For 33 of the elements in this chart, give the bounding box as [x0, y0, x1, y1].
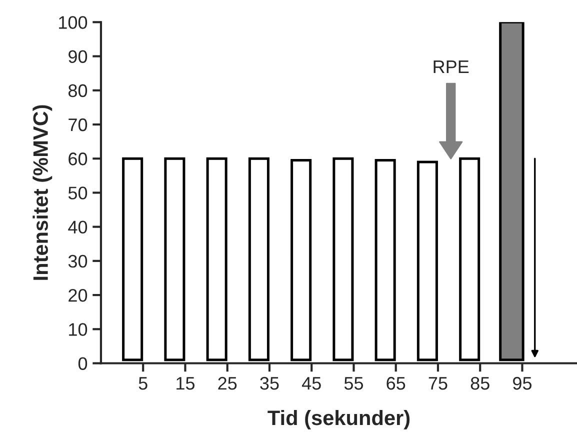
x-tick-label: 85 — [470, 376, 490, 390]
y-tick-label: 60 — [68, 152, 88, 166]
x-tick-label: 95 — [513, 376, 532, 390]
x-tick-label: 65 — [386, 376, 406, 390]
y-tick-label: 70 — [68, 118, 88, 132]
bar — [416, 160, 438, 362]
x-tick-label: 55 — [344, 377, 364, 390]
bar — [122, 157, 144, 362]
annotation: RPE — [434, 60, 469, 73]
x-tick-label: 15 — [176, 377, 195, 390]
x-tick-label: 75 — [428, 377, 448, 390]
y-tick-label: 80 — [68, 84, 88, 98]
bar — [374, 159, 396, 362]
y-tick-label: 10 — [69, 323, 88, 336]
bar — [332, 157, 354, 362]
x-axis-title: Tid (sekunder) — [268, 410, 410, 430]
x-tick-label: 25 — [218, 376, 237, 390]
x-tick-label: 5 — [138, 377, 148, 390]
y-tick-label: 90 — [68, 50, 88, 63]
y-tick-label: 50 — [68, 186, 88, 200]
y-tick-label: 20 — [68, 288, 88, 302]
bar — [164, 157, 186, 362]
y-tick-label: 40 — [68, 220, 88, 234]
bar — [459, 157, 480, 362]
bar — [290, 159, 312, 362]
y-tick-label: 0 — [78, 357, 88, 370]
x-tick-label: 35 — [260, 376, 279, 390]
bar — [206, 157, 228, 362]
bar — [248, 157, 270, 362]
y-axis-title: Intensitet (%MVC) — [32, 105, 52, 280]
y-tick-label: 30 — [68, 254, 88, 268]
x-tick-label: 45 — [302, 377, 321, 390]
y-tick-label: 100 — [59, 16, 88, 29]
